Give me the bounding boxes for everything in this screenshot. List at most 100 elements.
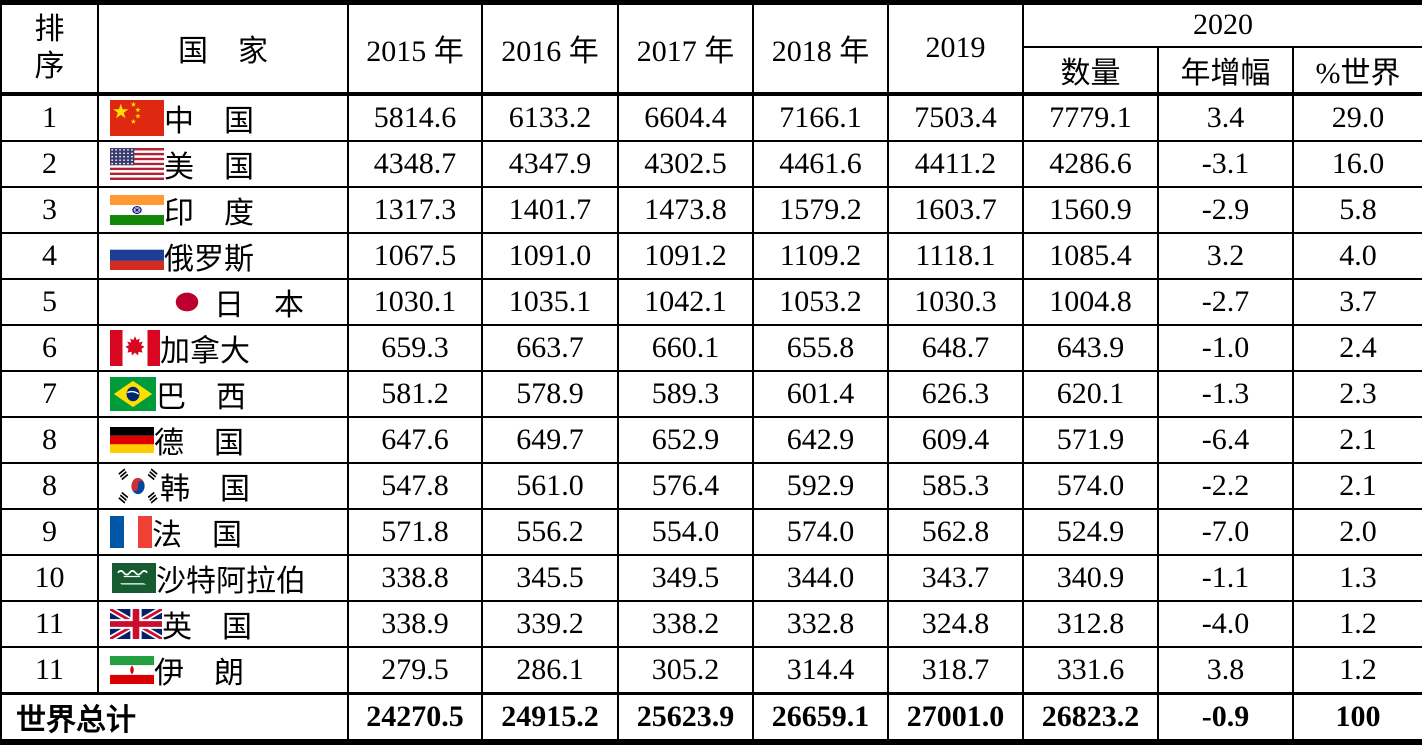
header-2020-growth: 年增幅: [1157, 45, 1294, 96]
country-name: 英 国: [162, 610, 252, 644]
value-cell: -2.2: [1157, 461, 1294, 510]
value-cell: 562.8: [887, 507, 1024, 556]
value-cell: 4.0: [1291, 231, 1422, 280]
value-cell: -1.0: [1157, 323, 1294, 372]
value-cell: 652.9: [617, 415, 754, 464]
country-cell: 法 国: [97, 507, 349, 556]
value-cell: 576.4: [617, 461, 754, 510]
value-cell: 340.9: [1022, 553, 1159, 602]
value-cell: 1109.2: [752, 231, 889, 280]
value-cell: 574.0: [752, 507, 889, 556]
value-cell: 4348.7: [347, 139, 483, 188]
india-flag-icon: [110, 194, 164, 225]
total-2018: 26659.1: [752, 691, 889, 743]
value-cell: 574.0: [1022, 461, 1159, 510]
value-cell: 1317.3: [347, 185, 483, 234]
table-row: 6 加拿大 659.3 663.7 660.1 655.8 648.7 643.9 -1.0 2.…: [0, 323, 1422, 372]
value-cell: 1473.8: [617, 185, 754, 234]
value-cell: 338.9: [347, 599, 483, 648]
table-row: 5 日 本 1030.1 1035.1 1042.1 1053.2 1030.3 1004.8…: [0, 277, 1422, 326]
value-cell: 4302.5: [617, 139, 754, 188]
table-row: 3 印 度 1317.3 1401.7 1473.8 1579.2 1603.7 1560.9…: [0, 185, 1422, 234]
country-name: 德 国: [154, 426, 244, 460]
rank-cell: 3: [0, 185, 99, 234]
value-cell: 314.4: [752, 645, 889, 694]
value-cell: 6133.2: [481, 92, 619, 142]
rank-cell: 1: [0, 92, 99, 142]
value-cell: 324.8: [887, 599, 1024, 648]
table-row: 11 英 国 338.9 339.2 338.2 332.8 324.8 312.8 -4.0 1…: [0, 599, 1422, 648]
germany-flag-icon: [110, 426, 154, 453]
value-cell: 1067.5: [347, 231, 483, 280]
value-cell: 2.0: [1291, 507, 1422, 556]
rank-cell: 6: [0, 323, 99, 372]
country-name: 巴 西: [156, 380, 246, 414]
value-cell: 3.8: [1157, 645, 1294, 694]
table-row: 4 俄罗斯 1067.5 1091.0 1091.2 1109.2 1118.1 1085.4…: [0, 231, 1422, 280]
table-row: 11 伊 朗 279.5 286.1 305.2 314.4 318.7 331.6 3.8 1.…: [0, 645, 1422, 694]
value-cell: 344.0: [752, 553, 889, 602]
value-cell: 609.4: [887, 415, 1024, 464]
value-cell: 5814.6: [347, 92, 483, 142]
rank-cell: 2: [0, 139, 99, 188]
total-2017: 25623.9: [617, 691, 754, 743]
country-name: 俄罗斯: [164, 242, 254, 276]
france-flag-icon: [110, 515, 152, 548]
header-2020-world-share: %世界: [1291, 45, 1422, 96]
table-row: 8 德 国 647.6 649.7 652.9 642.9 609.4 571.9 -6.4 2.…: [0, 415, 1422, 464]
table-row: 7 巴 西 581.2 578.9 589.3 601.4 626.3 620.1 -1.3 2.…: [0, 369, 1422, 418]
table-row: 2 美 国 4348.7 4347.9 4302.5 4461.6 4411.2 4286.6…: [0, 139, 1422, 188]
country-cell: 美 国: [97, 139, 349, 188]
china-flag-icon: [110, 99, 164, 136]
value-cell: 1004.8: [1022, 277, 1159, 326]
value-cell: 1030.3: [887, 277, 1024, 326]
value-cell: 642.9: [752, 415, 889, 464]
rank-cell: 8: [0, 415, 99, 464]
value-cell: 1560.9: [1022, 185, 1159, 234]
brazil-flag-icon: [110, 376, 156, 411]
header-rank: 排 序: [0, 1, 99, 96]
total-2020-world-share: 100: [1291, 691, 1422, 743]
value-cell: 578.9: [481, 369, 619, 418]
value-cell: 663.7: [481, 323, 619, 372]
header-2017: 2017 年: [617, 1, 754, 96]
rank-cell: 8: [0, 461, 99, 510]
value-cell: -1.1: [1157, 553, 1294, 602]
value-cell: 1085.4: [1022, 231, 1159, 280]
value-cell: -6.4: [1157, 415, 1294, 464]
value-cell: 626.3: [887, 369, 1024, 418]
header-2015: 2015 年: [347, 1, 483, 96]
value-cell: 29.0: [1291, 92, 1422, 142]
header-2018: 2018 年: [752, 1, 889, 96]
country-name: 美 国: [164, 150, 254, 184]
saudi-arabia-flag-icon: [112, 562, 156, 593]
rank-cell: 9: [0, 507, 99, 556]
value-cell: 2.1: [1291, 415, 1422, 464]
value-cell: 305.2: [617, 645, 754, 694]
value-cell: 581.2: [347, 369, 483, 418]
table-row: 1 中 国 5814.6 6133.2 6604.4 7166.1 7503.4 7779.1…: [0, 92, 1422, 142]
table-row: 10 沙特阿拉伯 338.8 345.5 349.5 344.0 343.7 340.9 -1.…: [0, 553, 1422, 602]
country-name: 沙特阿拉伯: [156, 564, 306, 598]
value-cell: 592.9: [752, 461, 889, 510]
country-name: 中 国: [164, 104, 254, 138]
value-cell: 1091.2: [617, 231, 754, 280]
value-cell: 1118.1: [887, 231, 1024, 280]
value-cell: 660.1: [617, 323, 754, 372]
value-cell: -3.1: [1157, 139, 1294, 188]
country-name: 法 国: [152, 518, 242, 552]
value-cell: 1053.2: [752, 277, 889, 326]
country-name: 加拿大: [160, 334, 250, 368]
country-cell: 沙特阿拉伯: [97, 553, 349, 602]
value-cell: 1091.0: [481, 231, 619, 280]
value-cell: 279.5: [347, 645, 483, 694]
value-cell: 5.8: [1291, 185, 1422, 234]
value-cell: 312.8: [1022, 599, 1159, 648]
value-cell: -1.3: [1157, 369, 1294, 418]
value-cell: 1401.7: [481, 185, 619, 234]
rank-cell: 11: [0, 599, 99, 648]
value-cell: 655.8: [752, 323, 889, 372]
value-cell: 338.8: [347, 553, 483, 602]
value-cell: 1.2: [1291, 599, 1422, 648]
value-cell: 318.7: [887, 645, 1024, 694]
